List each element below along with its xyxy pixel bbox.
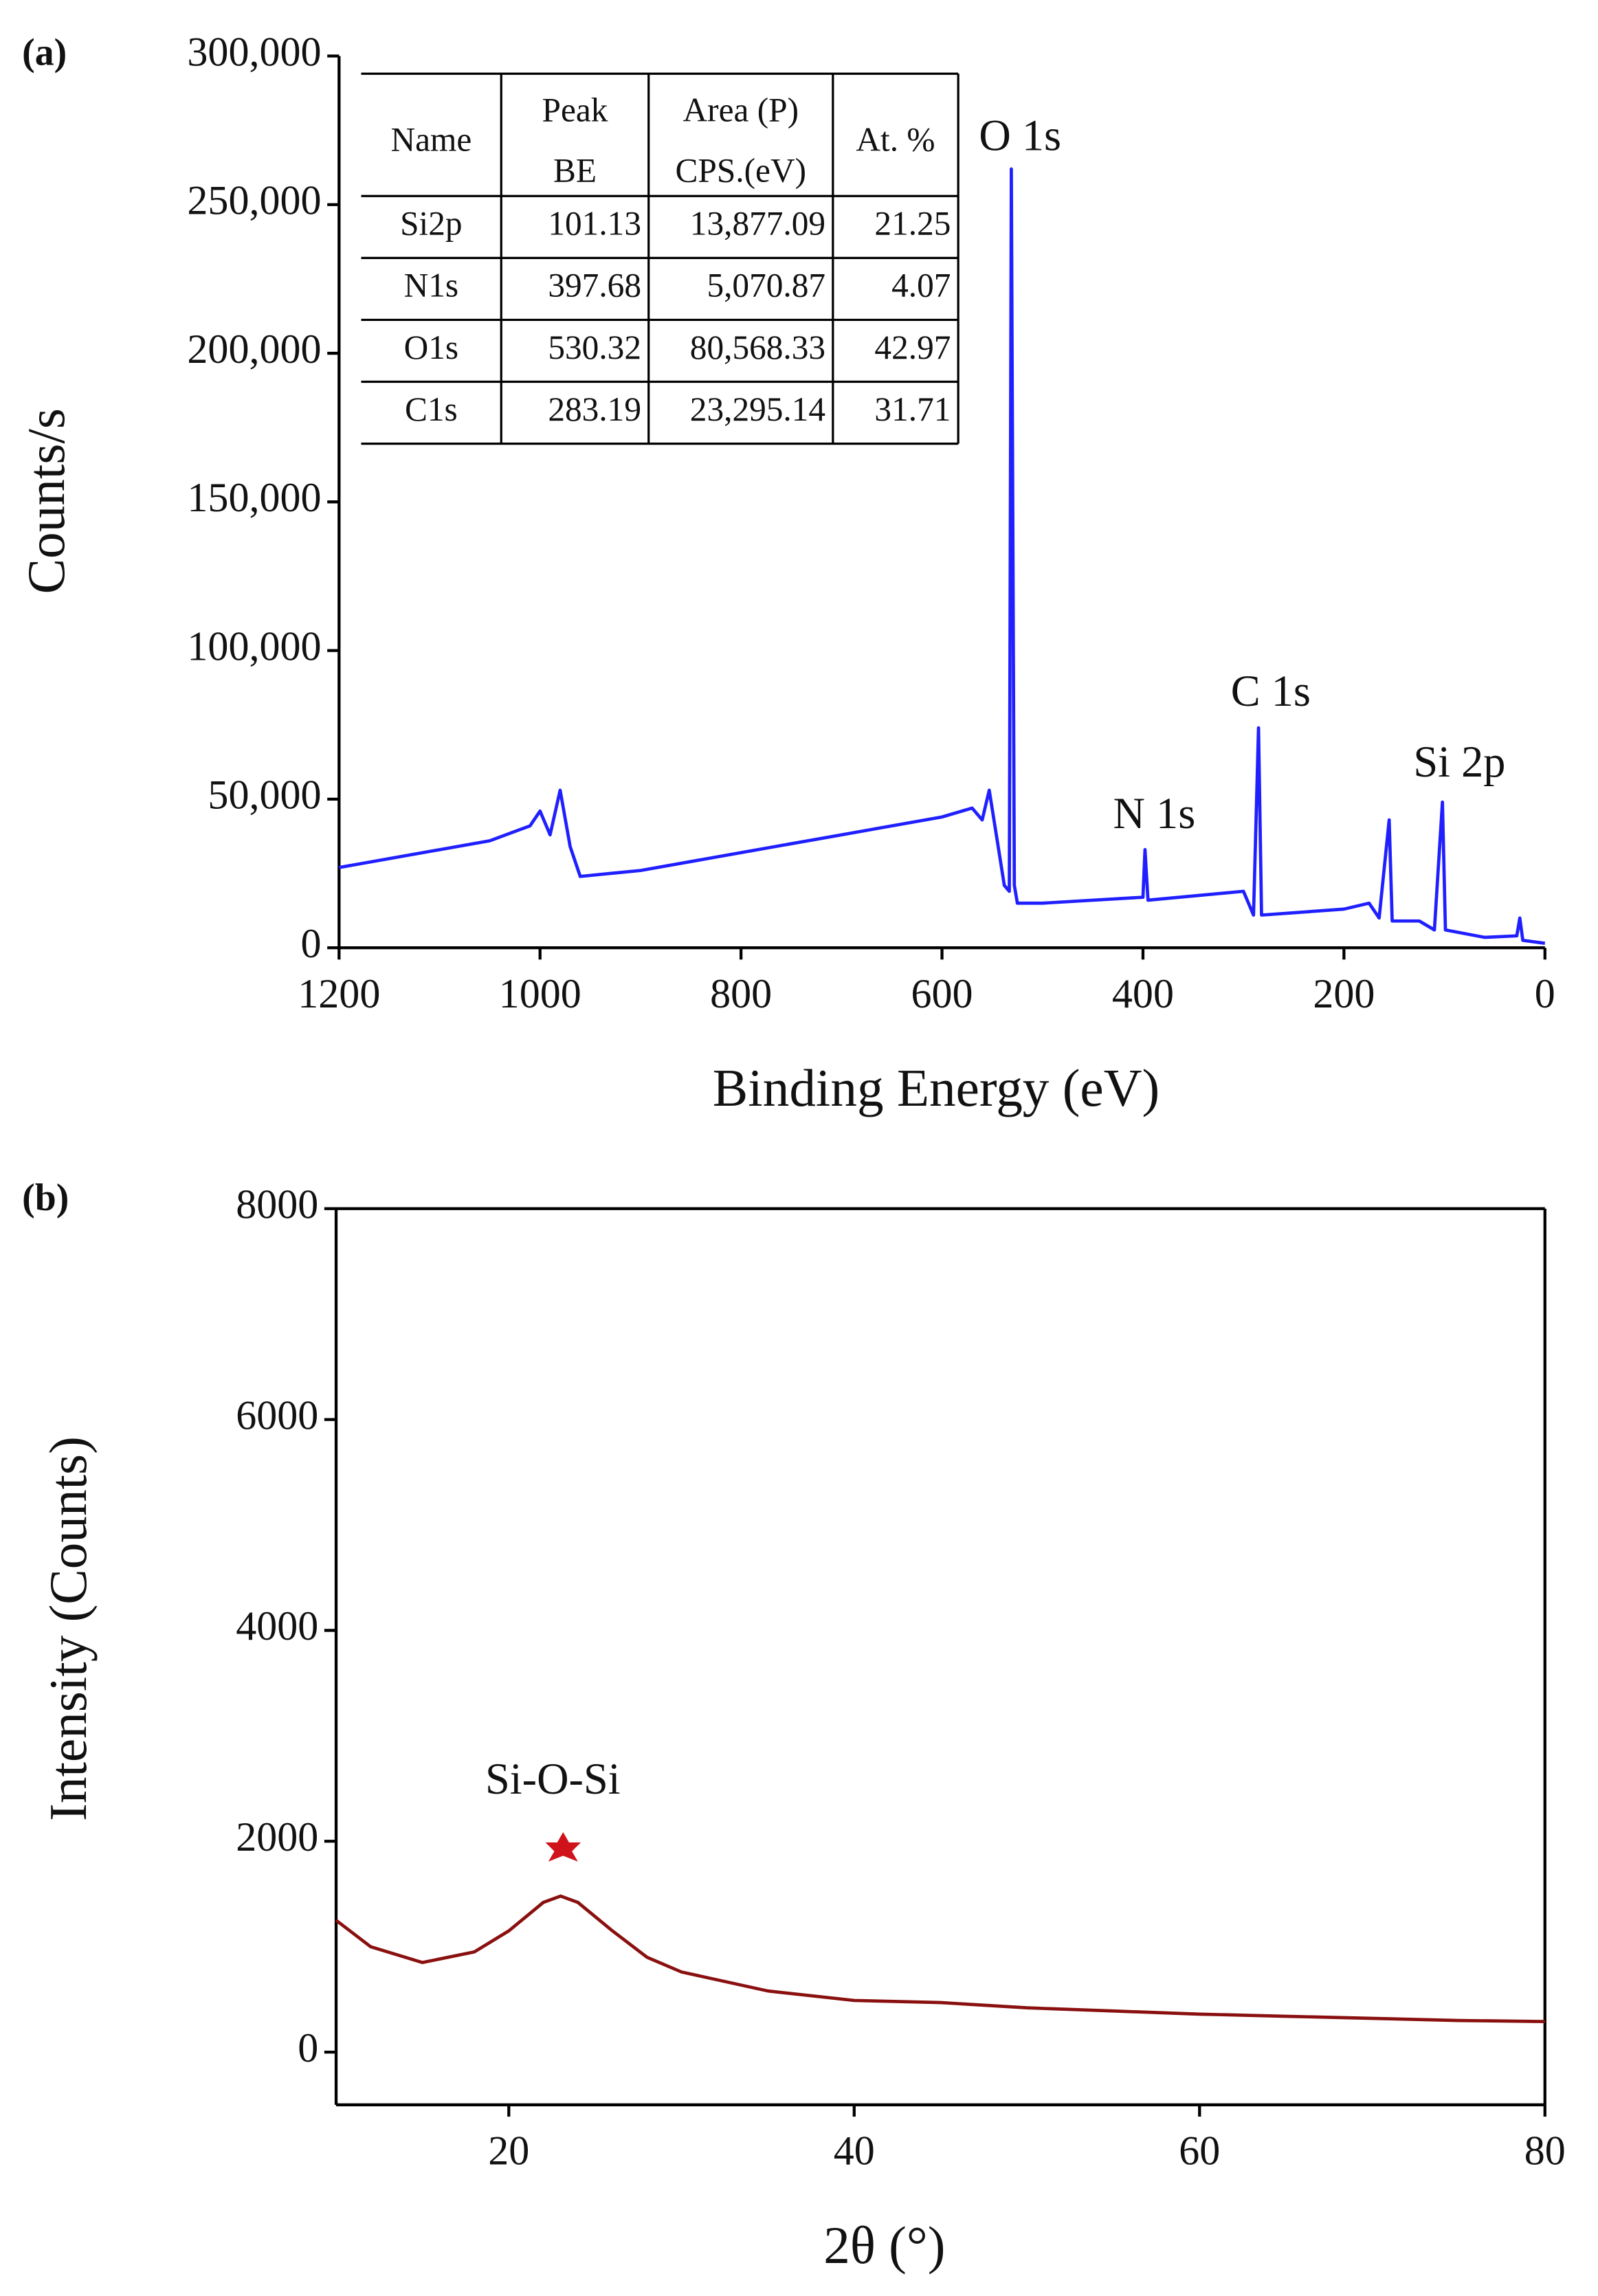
table-cell: O1s <box>404 328 458 366</box>
table-cell: C1s <box>405 390 458 428</box>
x-tick-label: 20 <box>488 2128 529 2174</box>
table-cell: 23,295.14 <box>690 390 825 428</box>
y-tick-label: 150,000 <box>187 474 321 520</box>
star-marker <box>545 1832 581 1862</box>
table-header: Name <box>390 120 471 158</box>
data-line <box>338 167 1546 945</box>
table-cell: 4.07 <box>891 267 951 304</box>
table-header: BE <box>553 151 597 189</box>
y-tick-label: 200,000 <box>187 326 321 372</box>
table-cell: 42.97 <box>874 328 951 366</box>
x-axis-title: Binding Energy (eV) <box>713 1058 1159 1117</box>
x-axis-title: 2θ (°) <box>823 2216 945 2275</box>
table-cell: 13,877.09 <box>690 205 825 243</box>
panel-label: (b) <box>22 1177 69 1219</box>
table-cell: 283.19 <box>548 390 641 428</box>
table-cell: 21.25 <box>874 205 951 243</box>
y-axis-title: Counts/s <box>16 408 76 594</box>
table-cell: 31.71 <box>874 390 951 428</box>
y-axis-title: Intensity (Counts) <box>38 1436 98 1821</box>
x-tick-label: 0 <box>1535 970 1555 1016</box>
table-cell: 101.13 <box>548 205 641 243</box>
table-header: CPS.(eV) <box>676 151 806 189</box>
table-cell: 397.68 <box>548 267 641 304</box>
table-cell: 5,070.87 <box>707 267 825 304</box>
table-header: Area (P) <box>683 91 799 129</box>
panel-label: (a) <box>22 31 67 74</box>
y-tick-label: 300,000 <box>187 28 321 74</box>
x-tick-label: 80 <box>1524 2128 1566 2174</box>
x-tick-label: 1200 <box>298 970 380 1016</box>
x-tick-label: 400 <box>1112 970 1174 1016</box>
table-cell: Si2p <box>400 205 462 243</box>
y-tick-label: 0 <box>298 2025 318 2071</box>
x-tick-label: 600 <box>911 970 973 1016</box>
y-tick-label: 4000 <box>236 1603 318 1649</box>
table-cell: 530.32 <box>548 328 641 366</box>
x-tick-label: 60 <box>1179 2128 1220 2174</box>
annotation: Si-O-Si <box>485 1754 621 1803</box>
x-tick-label: 40 <box>834 2128 875 2174</box>
table-cell: N1s <box>404 267 458 304</box>
data-line <box>335 1894 1545 2023</box>
y-tick-label: 8000 <box>236 1181 318 1227</box>
table-header: Peak <box>542 91 608 129</box>
y-tick-label: 100,000 <box>187 623 321 669</box>
x-tick-label: 800 <box>710 970 772 1016</box>
x-tick-label: 200 <box>1313 970 1375 1016</box>
y-tick-label: 6000 <box>236 1392 318 1438</box>
y-tick-label: 0 <box>301 920 322 966</box>
annotation: N 1s <box>1113 789 1196 838</box>
x-tick-label: 1000 <box>499 970 581 1016</box>
table-header: At. % <box>856 120 935 158</box>
annotation: Si 2p <box>1413 737 1505 786</box>
y-tick-label: 250,000 <box>187 177 321 223</box>
table-cell: 80,568.33 <box>690 328 825 366</box>
annotation: O 1s <box>979 111 1061 160</box>
annotation: C 1s <box>1231 667 1311 715</box>
y-tick-label: 2000 <box>236 1814 318 1860</box>
y-tick-label: 50,000 <box>208 772 321 818</box>
